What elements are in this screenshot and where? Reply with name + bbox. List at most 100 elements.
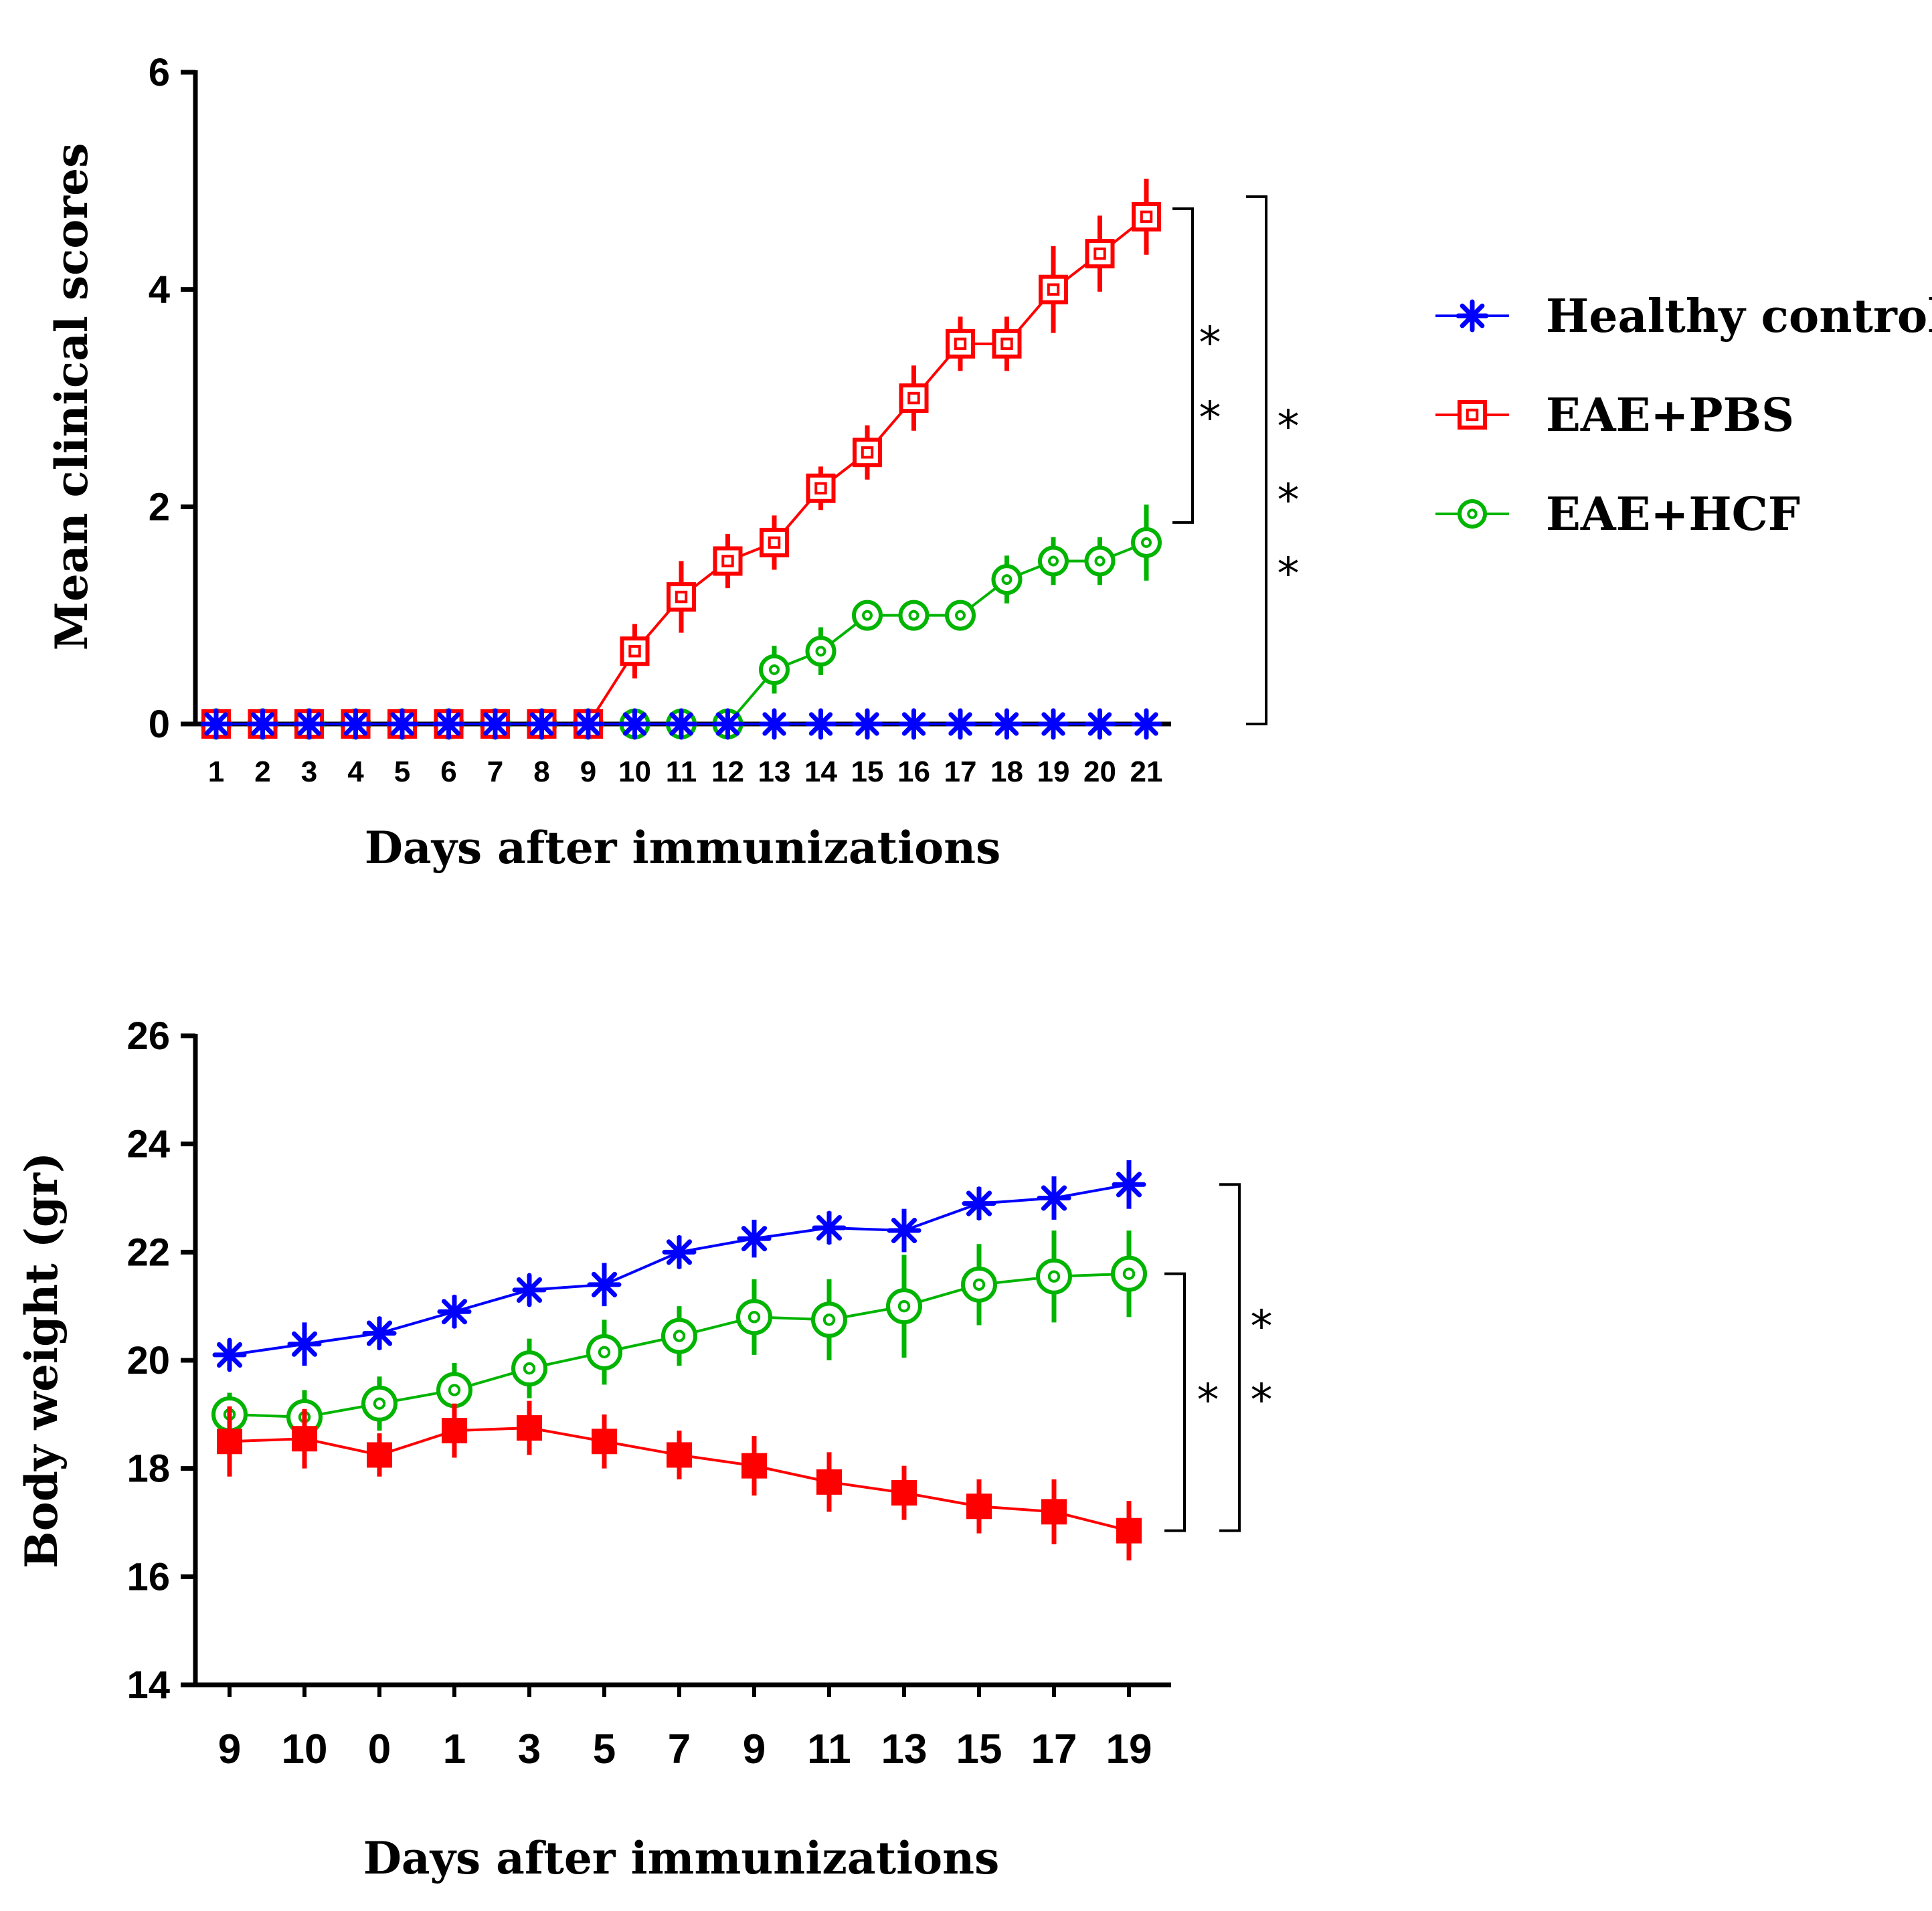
data-point-outer	[961, 1266, 997, 1303]
data-point	[886, 1288, 922, 1325]
data-point	[851, 708, 883, 740]
data-point	[287, 1327, 322, 1362]
data-point-outer	[1039, 274, 1068, 304]
significance-star: *	[1199, 392, 1221, 444]
data-point	[991, 564, 1023, 596]
data-point	[741, 1453, 767, 1479]
y-tick-label: 6	[149, 51, 170, 94]
data-point-ray	[808, 712, 833, 736]
x-tick-label: 7	[487, 755, 503, 788]
data-point-ray	[529, 712, 554, 736]
significance-bracket: *	[1164, 1272, 1219, 1532]
data-point	[212, 1338, 247, 1372]
data-point	[619, 708, 650, 740]
data-point-inner	[721, 555, 734, 567]
data-point	[442, 1418, 467, 1444]
data-point	[1132, 201, 1161, 232]
data-point	[572, 708, 604, 740]
data-point	[1116, 1518, 1142, 1544]
y-axis-label: Mean clinical scores	[46, 143, 98, 650]
data-point-inner	[972, 1278, 986, 1291]
data-point-inner	[675, 590, 688, 604]
significance-star: *	[1251, 1374, 1273, 1426]
significance-star: *	[1278, 401, 1300, 452]
x-tick-label: 5	[394, 755, 410, 788]
data-point-ray	[816, 1214, 843, 1241]
legend: Healthy control EAE+PBS EAE+HCF	[1435, 290, 1932, 541]
x-tick-label: 0	[368, 1726, 391, 1772]
data-point-inner	[908, 610, 919, 621]
significance-bracket: * * *	[1246, 195, 1300, 725]
data-point-inner	[748, 1311, 761, 1324]
data-point-outer	[898, 600, 930, 631]
data-point-inner	[628, 645, 641, 658]
data-point	[887, 1213, 921, 1248]
data-point-ray	[291, 1331, 318, 1357]
data-point-ray	[436, 712, 461, 736]
data-point-outer	[945, 600, 976, 631]
data-point	[586, 1334, 622, 1370]
data-point-outer	[991, 564, 1023, 596]
data-point	[592, 1429, 617, 1455]
x-tick-label: 20	[1083, 755, 1116, 788]
data-point-ray	[297, 712, 321, 736]
data-point	[899, 383, 929, 413]
data-point-ray	[516, 1277, 543, 1303]
data-point-outer	[586, 1334, 622, 1370]
data-point	[1085, 239, 1115, 269]
data-point	[293, 708, 325, 740]
data-point-ray	[762, 712, 786, 736]
x-tick-label: 6	[440, 755, 456, 788]
data-point	[1037, 1181, 1071, 1215]
y-tick-label: 0	[149, 703, 170, 746]
y-axis-label: Body weight (gr)	[15, 1152, 68, 1568]
data-point-ray	[576, 712, 600, 736]
data-point	[1111, 1255, 1147, 1292]
x-axis-label: Days after immunizations	[363, 1832, 1000, 1884]
series-healthy-control	[200, 708, 1162, 740]
x-tick-label: 3	[301, 755, 317, 788]
data-point-ray	[669, 712, 693, 736]
series-line	[216, 215, 1148, 725]
data-point	[200, 708, 232, 740]
data-point-ray	[204, 712, 228, 736]
data-point	[759, 654, 790, 685]
data-point-ray	[591, 1271, 618, 1297]
data-point	[526, 708, 557, 740]
x-tick-label: 7	[668, 1726, 691, 1772]
x-tick-label: 13	[881, 1726, 928, 1772]
data-point	[1039, 274, 1068, 304]
x-tick-label: 15	[851, 755, 884, 788]
data-point	[944, 708, 976, 740]
x-tick-label: 9	[743, 1726, 766, 1772]
data-point	[962, 1186, 996, 1221]
data-point-outer	[759, 654, 790, 685]
x-tick-label: 2	[254, 755, 270, 788]
data-point-inner	[523, 1362, 536, 1375]
bracket-line	[1246, 195, 1267, 725]
data-point	[479, 708, 511, 740]
data-point-ray	[216, 1342, 243, 1368]
data-point	[812, 1210, 847, 1245]
data-point-outer	[805, 636, 837, 667]
data-point-outer	[511, 1350, 547, 1387]
bracket-line	[1172, 207, 1194, 524]
data-point-outer	[853, 438, 882, 468]
data-point-inner	[1093, 247, 1106, 260]
legend-marker-inner	[1467, 509, 1478, 519]
data-point	[811, 1301, 847, 1338]
data-point	[386, 708, 418, 740]
legend-marker	[1458, 499, 1487, 529]
data-point	[1038, 545, 1069, 577]
legend-marker-outer	[1458, 400, 1487, 430]
data-point	[367, 1442, 392, 1468]
data-point-inner	[1001, 574, 1013, 585]
data-point	[853, 438, 882, 468]
x-tick-label: 13	[758, 755, 791, 788]
x-tick-label: 19	[1037, 755, 1070, 788]
data-point-outer	[1132, 201, 1161, 232]
data-point-ray	[994, 712, 1019, 736]
data-point	[437, 1294, 472, 1329]
